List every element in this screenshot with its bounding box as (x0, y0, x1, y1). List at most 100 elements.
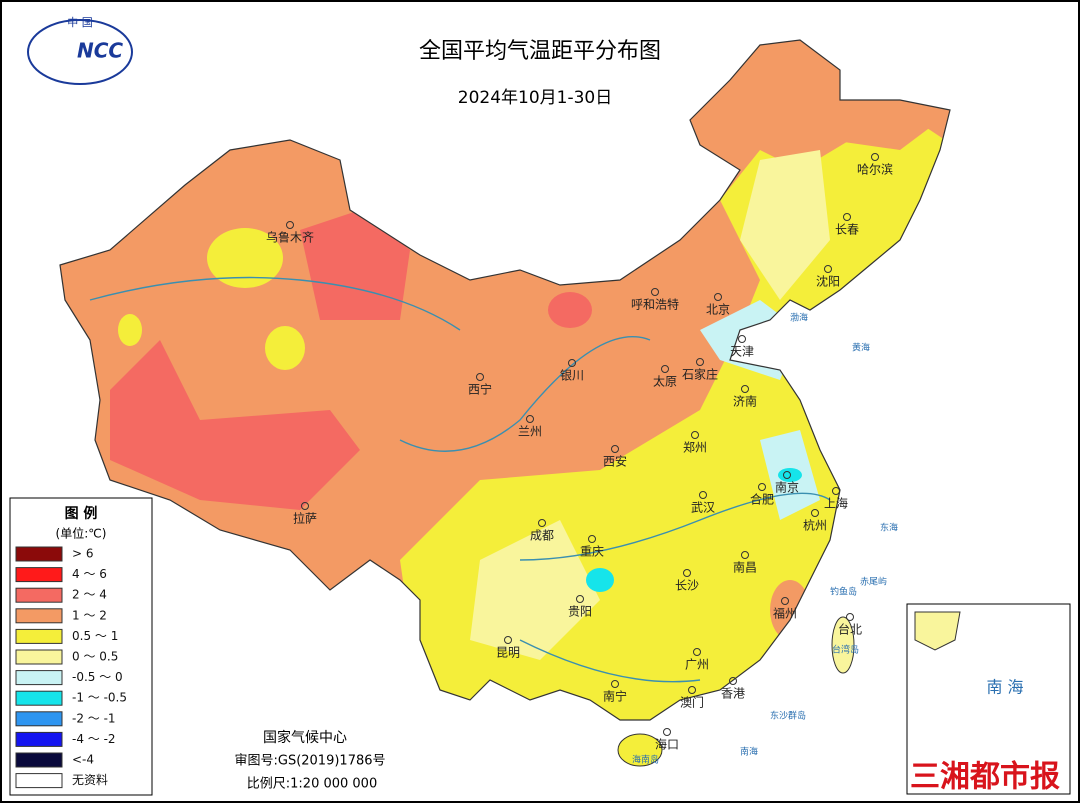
city-label: 乌鲁木齐 (266, 230, 314, 245)
city-label: 沈阳 (816, 274, 840, 289)
sea-label: 渤海 (790, 312, 808, 324)
legend-swatch (15, 690, 63, 706)
legend-label: > 6 (72, 547, 94, 561)
city-marker (741, 385, 749, 393)
city-label: 呼和浩特 (631, 297, 679, 312)
legend-label: 0 ～ 0.5 (72, 650, 118, 664)
city-marker (843, 213, 851, 221)
region (110, 340, 360, 510)
legend-swatch (15, 773, 63, 789)
watermark: 三湘都市报 (910, 760, 1060, 795)
legend-swatch (15, 546, 63, 562)
island-label: 东沙群岛 (770, 710, 806, 722)
legend-swatch (15, 587, 63, 603)
city-marker (783, 471, 791, 479)
legend-swatch (15, 670, 63, 686)
city-marker (693, 648, 701, 656)
city-label: 贵阳 (568, 605, 592, 619)
legend-label: 2 ～ 4 (72, 588, 107, 602)
taiwan (831, 616, 855, 674)
legend-swatch (15, 628, 63, 644)
region (586, 568, 614, 592)
city-marker (699, 491, 707, 499)
city-label: 澳门 (680, 695, 704, 710)
city-label: 长沙 (675, 579, 699, 593)
city-marker (651, 288, 659, 296)
legend-label: -1 ～ -0.5 (72, 691, 127, 705)
island-label: 海南岛 (632, 754, 659, 766)
footer-org: 国家气候中心 (263, 729, 347, 746)
island-label: 钓鱼岛 (830, 586, 857, 598)
city-marker (811, 509, 819, 517)
city-label: 兰州 (518, 425, 542, 439)
legend-label: -4 ～ -2 (72, 732, 116, 746)
city-marker (758, 483, 766, 491)
city-marker (824, 265, 832, 273)
title: 全国平均气温距平分布图 (419, 39, 661, 64)
legend-swatch (15, 752, 63, 768)
hainan (617, 733, 663, 767)
region (118, 314, 142, 346)
city-marker (538, 519, 546, 527)
legend-label: 0.5 ～ 1 (72, 629, 118, 643)
region (548, 292, 592, 328)
city-label: 福州 (773, 606, 797, 621)
city-marker (729, 677, 737, 685)
city-marker (661, 365, 669, 373)
city-label: 天津 (730, 345, 754, 359)
city-label: 成都 (530, 529, 554, 543)
city-marker (588, 535, 596, 543)
region (740, 150, 830, 300)
city-marker (832, 487, 840, 495)
legend-label: <-4 (72, 753, 94, 767)
legend-swatch (15, 649, 63, 665)
city-label: 拉萨 (293, 511, 317, 526)
legend-unit: (单位:℃) (56, 526, 107, 541)
city-label: 南宁 (603, 689, 627, 704)
legend-swatch (15, 711, 63, 727)
city-label: 郑州 (683, 440, 707, 455)
legend-label: 4 ～ 6 (72, 567, 107, 581)
legend-swatch (15, 608, 63, 624)
city-marker (476, 373, 484, 381)
sea-label: 黄海 (852, 342, 870, 354)
city-label: 重庆 (580, 545, 604, 559)
city-marker (611, 445, 619, 453)
legend: 图 例 (单位:℃) > 6 4 ～ 6 2 ～ 4 1 ～ 2 0.5 ～ 1 0 ～ … (9, 497, 153, 796)
city-label: 武汉 (691, 501, 715, 515)
city-label: 西安 (603, 454, 627, 469)
city-marker (871, 153, 879, 161)
city-marker (683, 569, 691, 577)
legend-box (9, 497, 153, 796)
city-marker (286, 221, 294, 229)
city-label: 海口 (655, 737, 679, 752)
footer-approval: 审图号:GS(2019)1786号 (234, 754, 385, 769)
city-marker (691, 431, 699, 439)
city-marker (781, 597, 789, 605)
city-label: 南京 (775, 480, 799, 495)
sea-label: 南海 (740, 746, 758, 758)
island-label: 赤尾屿 (860, 577, 887, 588)
logo: 中 国 NCC (27, 16, 133, 85)
city-label: 杭州 (803, 518, 827, 533)
region (820, 100, 940, 150)
city-label: 西宁 (468, 382, 492, 397)
legend-rows: > 6 4 ～ 6 2 ～ 4 1 ～ 2 0.5 ～ 1 0 ～ 0.5 -0.5 ～ 0… (15, 546, 127, 789)
legend-swatch (15, 731, 63, 747)
city-marker (526, 415, 534, 423)
city-label: 台北 (838, 622, 862, 637)
legend-label: -2 ～ -1 (72, 711, 116, 725)
inset-label: 南 海 (986, 678, 1023, 697)
city-marker (741, 551, 749, 559)
city-marker (301, 502, 309, 510)
city-label: 石家庄 (682, 367, 718, 382)
city-marker (504, 636, 512, 644)
city-label: 昆明 (496, 646, 520, 660)
city-marker (611, 680, 619, 688)
city-marker (714, 293, 722, 301)
legend-label: -0.5 ～ 0 (72, 670, 123, 684)
region (265, 326, 305, 370)
legend-label: 无资料 (72, 773, 108, 787)
city-label: 济南 (733, 394, 757, 409)
